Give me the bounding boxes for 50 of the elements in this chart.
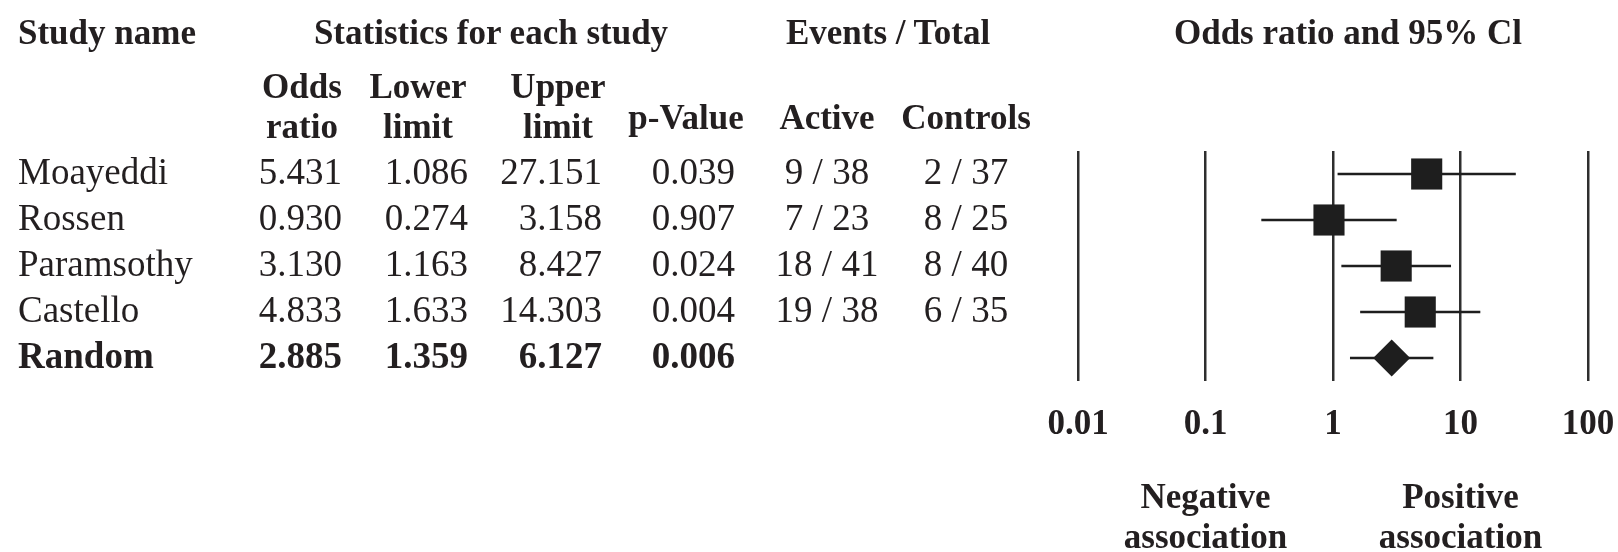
text: 3.158 <box>518 196 602 238</box>
text: Castello <box>18 288 140 330</box>
text: 1.086 <box>384 150 468 192</box>
chart-title: Odds ratio and 95% Cl <box>1173 13 1523 52</box>
text: 27.151 <box>500 150 602 192</box>
text: Paramsothy <box>18 242 194 284</box>
text: 1.163 <box>384 242 468 284</box>
text: 8 / 25 <box>923 196 1009 238</box>
text: 0.004 <box>651 288 735 330</box>
data-label: 0.930 <box>258 196 342 238</box>
x-tick-label: 10 <box>1443 403 1478 443</box>
text: 2 / 37 <box>923 150 1009 192</box>
text: 1.359 <box>384 334 468 376</box>
x-tick-label: 0.01 <box>1047 403 1109 443</box>
text: 8.427 <box>518 242 602 284</box>
text: Moayeddi <box>18 150 169 192</box>
text: Negative association <box>1123 477 1288 552</box>
data-label: 4.833 <box>258 288 342 330</box>
text: Random <box>18 334 154 376</box>
text: 0.039 <box>651 150 735 192</box>
text: 14.303 <box>500 288 602 330</box>
text: 0.006 <box>651 334 735 376</box>
text: Statistics for each study <box>313 13 669 52</box>
text: 18 / 41 <box>775 242 879 284</box>
text: Upper limit <box>510 67 606 146</box>
x-tick-label: 100 <box>1561 403 1615 443</box>
x-tick-label: 1 <box>1324 403 1342 443</box>
text: 0.907 <box>651 196 735 238</box>
text: Positive association <box>1378 477 1543 552</box>
text: 6.127 <box>518 334 602 376</box>
text: Lower limit <box>369 67 467 146</box>
text: 9 / 38 <box>784 150 870 192</box>
text: 19 / 38 <box>775 288 879 330</box>
text: 6 / 35 <box>923 288 1009 330</box>
text: Controls <box>901 98 1031 137</box>
text: Active <box>779 98 875 137</box>
text: Odds ratio <box>262 67 342 146</box>
text: 7 / 23 <box>784 196 870 238</box>
text: Rossen <box>18 196 125 238</box>
text: Study name <box>18 13 196 52</box>
text: 0.274 <box>384 196 468 238</box>
text: 1.633 <box>384 288 468 330</box>
text: 2.885 <box>258 334 342 376</box>
text: 8 / 40 <box>923 242 1009 284</box>
data-label: 3.130 <box>258 242 342 284</box>
x-tick-label: 0.1 <box>1183 403 1228 443</box>
data-label: 5.431 <box>258 150 342 192</box>
text: 0.024 <box>651 242 735 284</box>
text: p-Value <box>628 98 744 137</box>
text: Events / Total <box>785 13 991 52</box>
